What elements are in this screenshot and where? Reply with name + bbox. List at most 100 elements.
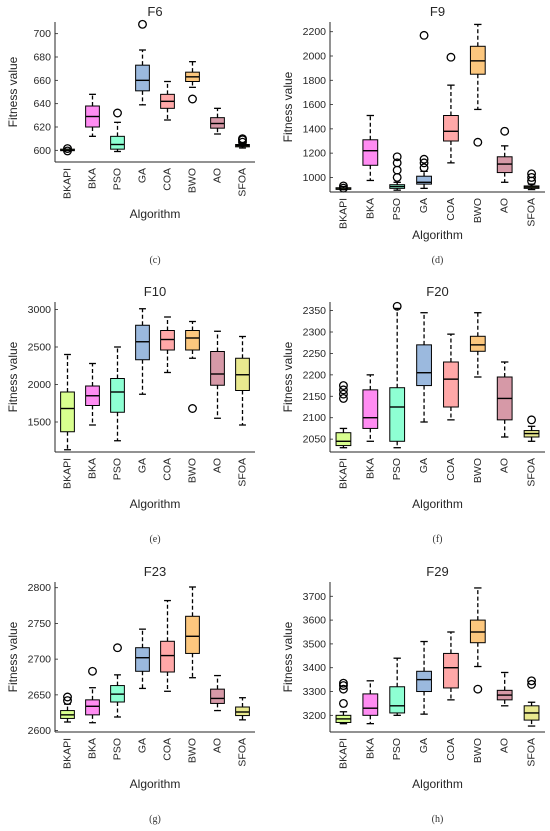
box-iqr — [362, 693, 379, 716]
outlier-point — [527, 415, 537, 425]
outlier-point — [392, 152, 402, 162]
x-tick-label: PSO — [112, 738, 124, 760]
chart-title: F20 — [426, 284, 448, 299]
outlier-point — [392, 172, 402, 182]
box-iqr — [235, 706, 250, 717]
box-iqr — [416, 175, 432, 185]
box-sfoa — [235, 134, 250, 149]
outlier-point — [500, 126, 510, 136]
box-iqr — [362, 389, 379, 429]
box-ao — [496, 671, 513, 707]
y-tick-label: 3400 — [303, 662, 327, 674]
box-bka — [85, 362, 100, 426]
x-tick-label: SFOA — [237, 738, 249, 767]
box-coa — [443, 52, 459, 164]
x-tick-label: AO — [212, 168, 224, 183]
box-iqr — [135, 647, 150, 672]
chart-panel-f6: F6 600 620 640 660 680 700 Fitness value BKAPI BK… — [6, 4, 255, 266]
box-coa — [443, 333, 459, 421]
box-pso — [110, 643, 125, 718]
outlier-point — [338, 385, 348, 395]
x-tick-label: BKA — [364, 458, 376, 479]
y-tick-label: 2150 — [303, 391, 327, 403]
chart-title: F6 — [147, 4, 162, 19]
x-tick-label: BKAPI — [62, 738, 74, 769]
y-tick-label: 2350 — [303, 305, 327, 317]
box-iqr — [416, 670, 432, 693]
outlier-point — [338, 698, 348, 708]
y-tick-label: 3000 — [28, 304, 52, 316]
panel-caption: (h) — [432, 814, 444, 825]
box-iqr — [185, 615, 200, 654]
outlier-point — [113, 108, 122, 118]
box-sfoa — [235, 697, 250, 721]
y-tick-label: 2100 — [303, 412, 327, 424]
box-iqr — [110, 135, 125, 150]
box-ao — [496, 126, 513, 183]
box-iqr — [443, 361, 459, 408]
box-sfoa — [523, 676, 540, 727]
x-axis-label: Algorithm — [130, 497, 181, 511]
x-tick-label: BWO — [187, 738, 199, 763]
box-iqr — [160, 330, 175, 351]
outlier-point — [527, 679, 537, 689]
x-tick-label: PSO — [391, 198, 403, 220]
outlier-point — [338, 681, 348, 691]
y-tick-label: 3500 — [303, 638, 327, 650]
y-tick-label: 600 — [33, 145, 51, 157]
box-bkapi — [335, 381, 352, 449]
y-tick-label: 2750 — [28, 618, 52, 630]
y-tick-label: 2200 — [303, 26, 327, 38]
y-tick-label: 680 — [33, 52, 51, 64]
box-bkapi — [60, 692, 75, 723]
x-tick-label: AO — [212, 738, 224, 753]
y-axis-label: Fitness value — [6, 56, 20, 127]
box-iqr — [110, 378, 125, 413]
x-tick-label: SFOA — [526, 458, 538, 487]
x-axis-label: Algorithm — [130, 777, 181, 791]
y-axis-label: Fitness value — [281, 71, 295, 142]
y-axis-label: Fitness value — [281, 341, 295, 412]
y-tick-label: 2650 — [28, 689, 52, 701]
x-tick-label: PSO — [112, 168, 124, 190]
outlier-point — [419, 30, 429, 40]
y-tick-label: 3200 — [303, 710, 327, 722]
y-tick-label: 1600 — [303, 99, 327, 111]
y-tick-label: 1000 — [303, 172, 327, 184]
outlier-point — [238, 137, 247, 147]
box-ga — [135, 628, 150, 690]
y-tick-label: 700 — [33, 28, 51, 40]
y-tick-label: 660 — [33, 75, 51, 87]
y-tick-label: 2300 — [303, 327, 327, 339]
outlier-point — [392, 158, 402, 168]
x-tick-label: GA — [418, 198, 430, 213]
y-tick-label: 1500 — [28, 417, 52, 429]
box-iqr — [160, 640, 175, 673]
outlier-point — [392, 165, 402, 175]
x-tick-label: BKA — [87, 458, 99, 479]
y-tick-label: 2050 — [303, 434, 327, 446]
x-tick-label: BWO — [472, 458, 484, 483]
outlier-point — [419, 163, 429, 173]
chart-title: F9 — [430, 4, 445, 19]
box-bkapi — [335, 678, 352, 725]
outlier-point — [527, 676, 537, 686]
x-axis-label: Algorithm — [412, 497, 463, 511]
y-tick-label: 3600 — [303, 615, 327, 627]
box-pso — [110, 108, 125, 153]
x-tick-label: BWO — [187, 168, 199, 193]
outlier-point — [113, 643, 122, 653]
x-tick-label: AO — [499, 198, 511, 213]
panel-caption: (e) — [149, 534, 160, 545]
x-tick-label: BKAPI — [337, 738, 349, 769]
y-tick-label: 2500 — [28, 342, 52, 354]
outlier-point — [419, 154, 429, 164]
box-coa — [160, 599, 175, 692]
x-axis-label: Algorithm — [412, 777, 463, 791]
box-bwo — [185, 61, 200, 104]
panel-caption: (c) — [149, 255, 160, 266]
x-tick-label: COA — [445, 738, 457, 761]
box-iqr — [85, 699, 100, 716]
outlier-point — [63, 144, 72, 154]
x-axis-label: Algorithm — [130, 207, 181, 221]
